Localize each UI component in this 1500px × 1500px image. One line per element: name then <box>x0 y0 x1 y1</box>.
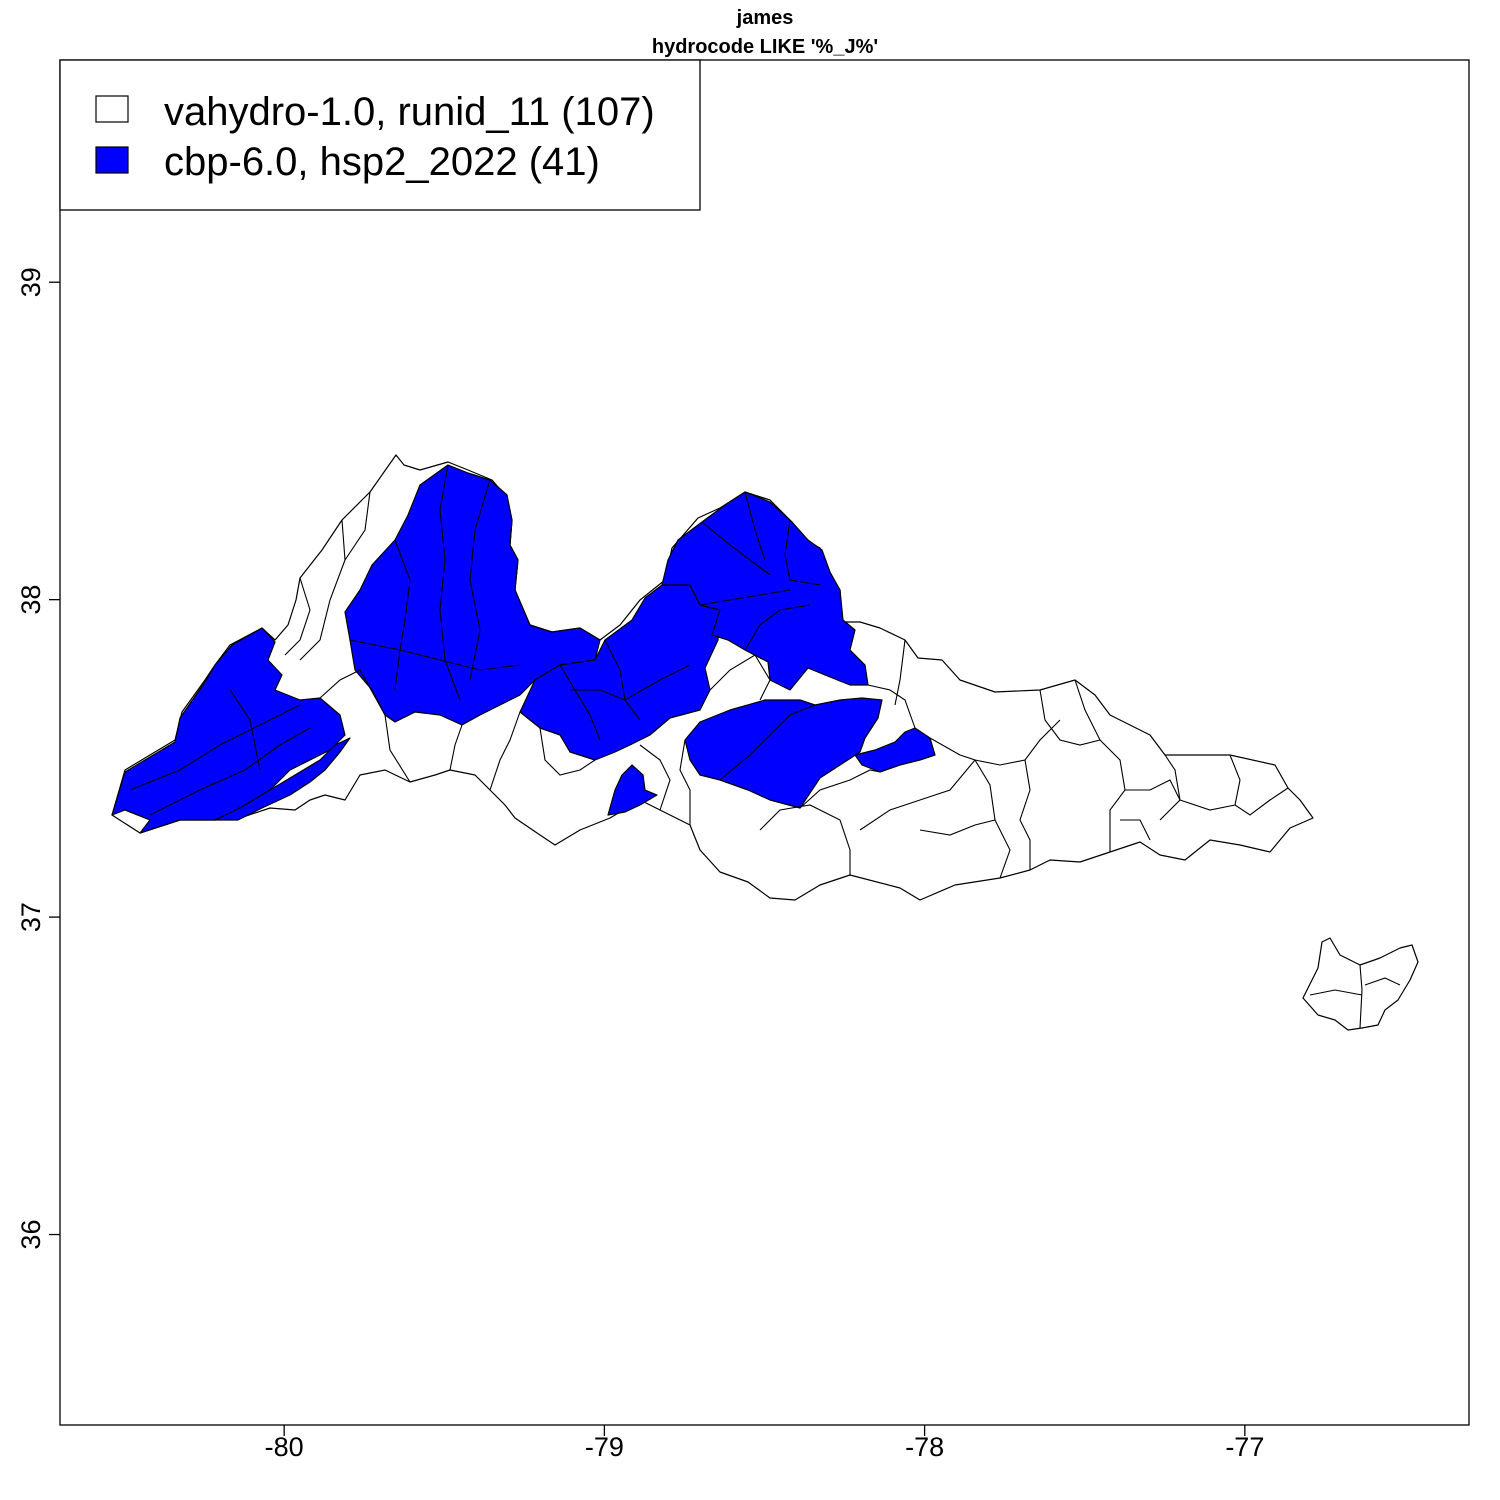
watershed-boundary <box>894 639 906 706</box>
watershed-boundary <box>489 711 521 791</box>
watershed-boundary <box>759 804 851 875</box>
watershed-boundary <box>1359 964 1363 1029</box>
watershed-boundary <box>699 589 791 606</box>
y-axis: 39 38 37 36 <box>16 267 60 1250</box>
watershed-boundary <box>1229 754 1289 816</box>
watershed-boundary <box>744 604 811 651</box>
watershed-highlighted <box>661 491 869 691</box>
x-tick-label: -78 <box>905 1432 944 1462</box>
x-axis: -80 -79 -78 -77 <box>265 1425 1264 1462</box>
watershed-boundary <box>1074 679 1101 741</box>
x-tick-label: -80 <box>265 1432 304 1462</box>
watershed-region-base <box>1302 937 1419 1031</box>
watershed-boundary <box>344 491 371 561</box>
x-tick-label: -77 <box>1225 1432 1264 1462</box>
watershed-highlighted <box>607 764 658 816</box>
legend-box <box>59 59 701 211</box>
watershed-boundary <box>1164 754 1181 801</box>
watershed-boundary <box>1039 689 1101 746</box>
watershed-layer <box>111 454 1314 901</box>
watershed-boundary <box>539 727 596 776</box>
watershed-boundary <box>284 577 311 656</box>
legend-swatch-highlighted <box>95 146 129 174</box>
watershed-boundary <box>1309 989 1363 996</box>
map-subtitle: hydrocode LIKE '%_J%' <box>652 36 878 58</box>
watershed-boundary <box>299 519 346 661</box>
watershed-boundary <box>679 739 691 825</box>
watershed-boundary <box>439 464 461 701</box>
watershed-boundary <box>1364 977 1401 986</box>
watershed-cluster-southeast <box>1302 937 1419 1031</box>
y-tick-label: 39 <box>16 267 46 297</box>
watershed-boundary <box>319 669 386 716</box>
watershed-boundary <box>859 759 976 831</box>
watershed-boundary <box>349 639 521 671</box>
watershed-boundary <box>559 664 601 741</box>
watershed-boundary <box>701 521 771 576</box>
watershed-boundary <box>799 769 881 809</box>
watershed-boundary <box>639 744 671 811</box>
watershed-boundary <box>719 704 816 781</box>
watershed-boundary <box>384 714 411 783</box>
watershed-boundary <box>469 479 491 681</box>
watershed-boundary <box>604 639 641 721</box>
map-title: james <box>736 7 794 29</box>
watershed-boundary <box>394 539 411 691</box>
y-tick-label: 36 <box>16 1220 46 1250</box>
plot-frame <box>59 59 1470 1426</box>
watershed-boundary <box>1019 759 1031 870</box>
legend-label-highlighted: cbp-6.0, hsp2_2022 (41) <box>164 140 600 184</box>
watershed-boundary <box>1125 779 1181 821</box>
legend-swatch-base <box>95 95 129 123</box>
watershed-boundary <box>1179 799 1236 811</box>
watershed-boundary <box>129 704 301 791</box>
watershed-boundary <box>229 689 261 771</box>
watershed-boundary <box>744 491 766 561</box>
watershed-highlighted <box>684 697 883 809</box>
y-tick-label: 37 <box>16 902 46 932</box>
watershed-boundary <box>709 654 771 701</box>
legend-label-base: vahydro-1.0, runid_11 (107) <box>164 90 655 134</box>
watershed-highlighted <box>214 737 351 821</box>
watershed-highlighted <box>854 727 936 773</box>
x-tick-label: -79 <box>585 1432 624 1462</box>
y-tick-label: 38 <box>16 585 46 615</box>
watershed-boundary <box>570 664 691 701</box>
watershed-boundary <box>784 519 821 586</box>
legend: vahydro-1.0, runid_11 (107) cbp-6.0, hsp… <box>59 59 701 211</box>
watershed-boundary <box>449 724 463 771</box>
watershed-boundary <box>1120 819 1151 841</box>
watershed-boundary <box>149 727 311 816</box>
watershed-boundary <box>919 819 1011 879</box>
